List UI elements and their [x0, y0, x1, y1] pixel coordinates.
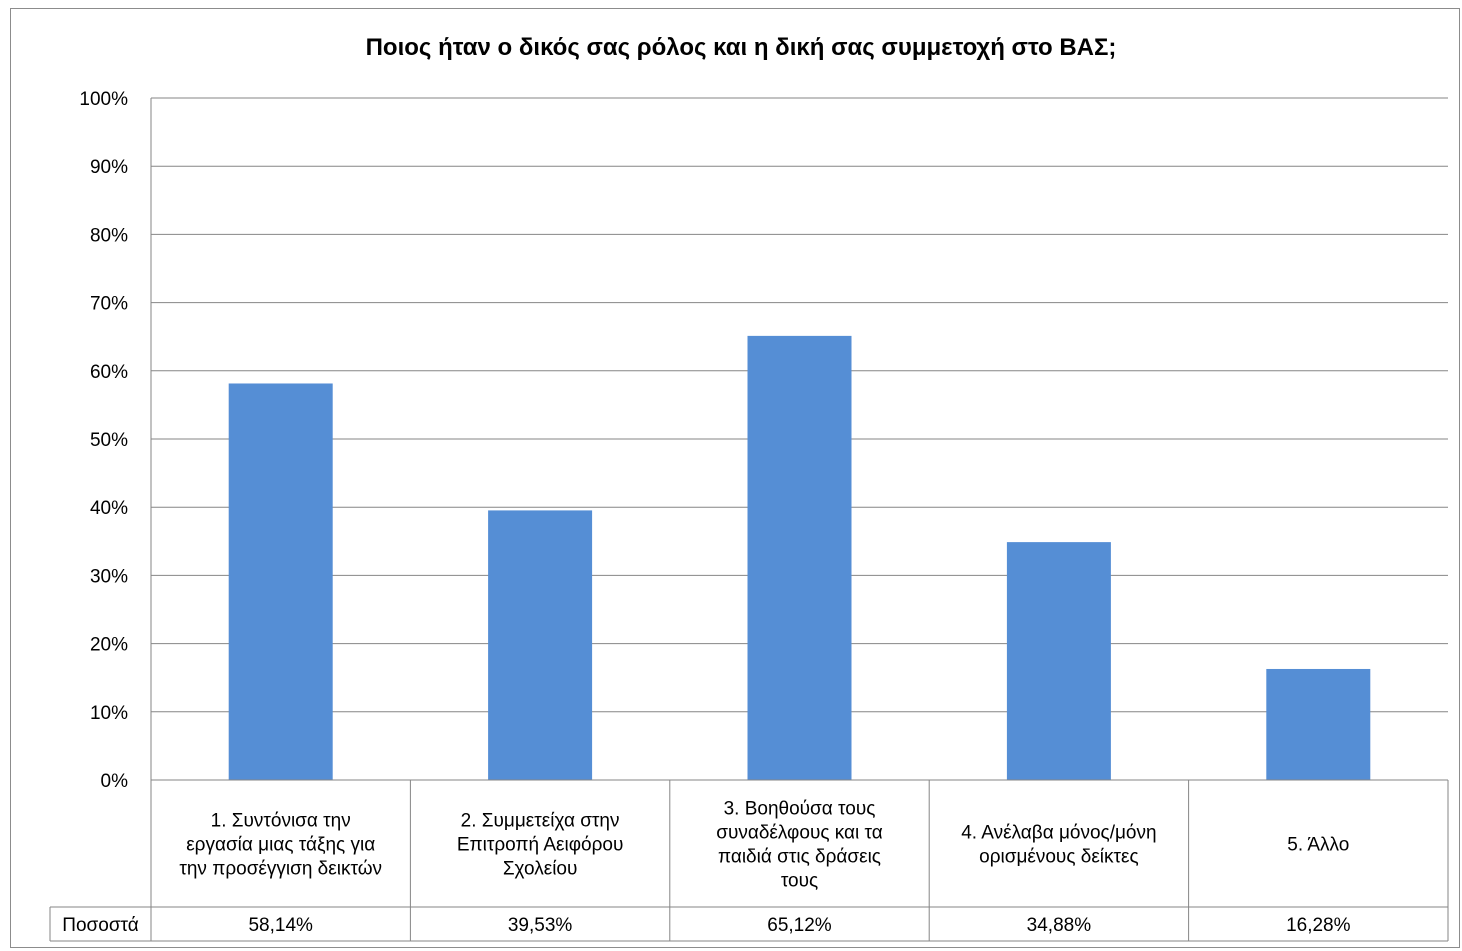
data-label: 39,53% [508, 915, 573, 936]
category-label: 1. Συντόνισα την εργασία μιας τάξης για τη… [179, 811, 382, 880]
y-tick-label: 100% [79, 89, 128, 110]
category-label-line: Σχολείου [503, 859, 578, 880]
category-label: 4. Ανέλαβα μόνος/μόνη ορισμένους δείκτες [961, 823, 1156, 868]
category-label-line: ορισμένους δείκτες [979, 847, 1139, 868]
y-tick-label: 50% [90, 430, 128, 451]
y-tick-label: 80% [90, 225, 128, 246]
category-label-line: 3. Βοηθούσα τους [724, 799, 876, 820]
y-tick-label: 60% [90, 362, 128, 383]
chart-frame [10, 8, 1460, 948]
category-label-line: εργασία μιας τάξης για [186, 835, 375, 856]
y-tick-label: 90% [90, 157, 128, 178]
category-label-line: 5. Άλλο [1287, 835, 1349, 856]
category-label: 3. Βοηθούσα τους συναδέλφους και τα παιδιά… [716, 799, 883, 892]
category-label: 2. Συμμετείχα στην Επιτροπή Αειφόρου Σχολε… [457, 811, 624, 880]
category-label-line: συναδέλφους και τα [716, 823, 883, 844]
category-label-line: Επιτροπή Αειφόρου [457, 835, 624, 856]
category-label-line: παιδιά στις δράσεις [718, 847, 881, 868]
data-table: 1. Συντόνισα την εργασία μιας τάξης για τη… [49, 779, 1449, 942]
bar [228, 383, 333, 780]
y-tick-label: 20% [90, 635, 128, 656]
bar [747, 335, 852, 780]
y-tick-label: 10% [90, 703, 128, 724]
y-tick-label: 40% [90, 498, 128, 519]
y-tick-label: 0% [101, 771, 129, 792]
chart-title: Ποιος ήταν ο δικός σας ρόλος και η δική … [366, 34, 1117, 61]
category-label-line: την προσέγγιση δεικτών [179, 859, 382, 880]
bar [1006, 542, 1111, 780]
data-label: 65,12% [767, 915, 832, 936]
bars [228, 335, 1371, 780]
series-name: Ποσοστά [62, 915, 139, 936]
category-label-line: 2. Συμμετείχα στην [461, 811, 620, 832]
y-tick-label: 30% [90, 566, 128, 587]
y-axis-ticks: 0% 10% 20% 30% 40% 50% 60% 70% 80% 90% 100% [79, 89, 128, 792]
data-label: 58,14% [248, 915, 313, 936]
bar [1266, 668, 1371, 780]
data-label: 16,28% [1286, 915, 1351, 936]
category-label: 5. Άλλο [1287, 835, 1349, 856]
category-label-line: 1. Συντόνισα την [211, 811, 351, 832]
y-tick-label: 70% [90, 294, 128, 315]
category-label-line: 4. Ανέλαβα μόνος/μόνη [961, 823, 1156, 844]
category-label-line: τους [781, 871, 818, 892]
data-label: 34,88% [1027, 915, 1092, 936]
bar [488, 510, 593, 780]
